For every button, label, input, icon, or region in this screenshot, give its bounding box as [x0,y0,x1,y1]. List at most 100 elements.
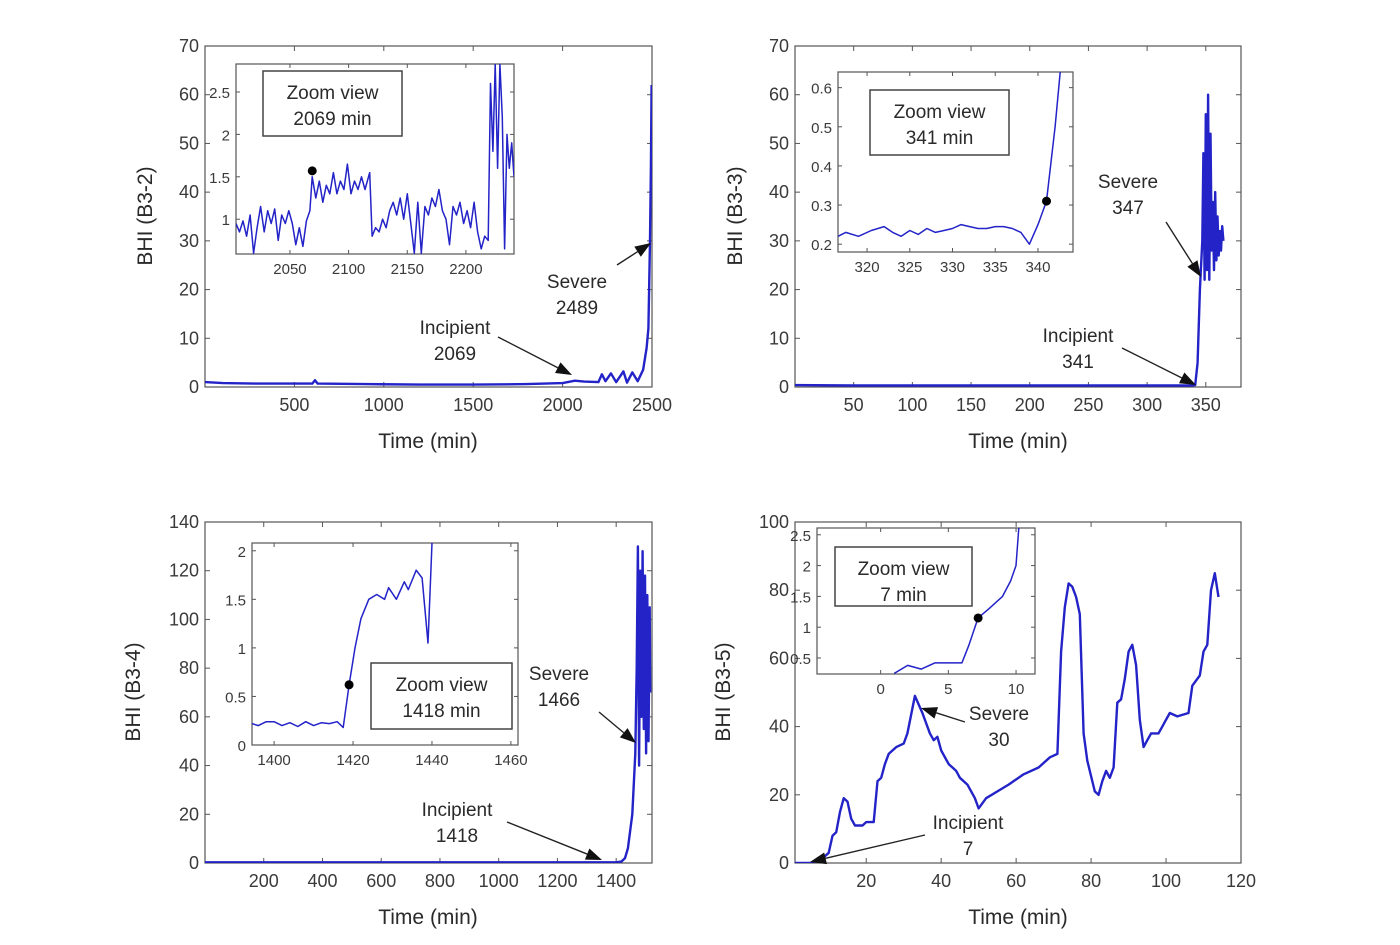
annotation-label: Severe [1098,172,1158,193]
inset-zoom-view: 0 5 10 0.5 1 1.5 2 2.5 Zoom view 7 min [790,527,1036,698]
subplot-1: 500 1000 1500 2000 2500 0 10 20 30 40 50 60 70 Time (… [134,36,672,453]
zoom-view-title: Zoom view [287,83,379,104]
zoom-view-textbox [370,662,513,730]
x-tick-label: 60 [1006,871,1026,891]
x-tick-label: 2200 [449,261,482,278]
y-axis-label: BHI (B3-4) [122,642,145,741]
arrow-head [634,243,651,257]
x-tick-label: 340 [1025,259,1050,276]
x-tick-label: 320 [855,259,880,276]
annotation-label: Severe [969,704,1029,725]
onset-marker [344,680,354,690]
y-tick-label: 0.5 [790,651,811,668]
annotation-label: Incipient [420,318,491,339]
x-tick-label: 2500 [632,395,672,415]
arrow-line [497,336,559,369]
zoom-view-title: Zoom view [858,559,950,580]
arrow-head [1187,260,1201,277]
y-tick-label: 20 [769,280,789,300]
y-tick-label: 2 [238,544,246,561]
y-tick-label: 60 [769,648,789,668]
y-tick-label: 0 [189,853,199,873]
annotation-value: 7 [963,839,974,860]
y-axis-label: BHI (B3-5) [712,642,735,741]
y-tick-label: 80 [769,580,789,600]
x-tick-label: 10 [1008,681,1025,698]
y-tick-label: 100 [759,512,789,532]
annotation-value: 2489 [556,298,598,319]
zoom-view-textbox [262,70,403,137]
x-tick-label: 400 [307,871,337,891]
x-tick-label: 325 [897,259,922,276]
series-line [205,84,652,386]
annotation-severe: Severe 1466 [529,664,636,743]
y-tick-label: 60 [179,85,199,105]
y-tick-label: 2 [803,559,811,576]
x-tick-label: 1500 [453,395,493,415]
y-tick-label: 2.5 [790,528,811,545]
y-tick-label: 0.6 [811,81,832,98]
y-tick-label: 30 [179,231,199,251]
subplot-2: 50 100 150 200 250 300 350 0 10 20 30 40 50 60 70 Time … [724,36,1242,453]
annotation-label: Severe [529,664,589,685]
x-tick-label: 1000 [364,395,404,415]
annotation-value: 347 [1112,198,1144,219]
y-tick-label: 1.5 [209,170,230,187]
x-axis-label: Time (min) [378,430,478,453]
annotation-severe: Severe 2489 [547,243,651,319]
y-tick-label: 100 [169,609,199,629]
arrow-head [1179,372,1196,385]
series-line [795,572,1220,863]
y-tick-label: 0 [779,377,789,397]
x-tick-label: 20 [856,871,876,891]
x-tick-label: 1400 [596,871,636,891]
zoom-view-title: Zoom view [894,102,986,123]
y-tick-label: 0 [779,853,789,873]
y-tick-label: 80 [179,658,199,678]
x-tick-label: 600 [366,871,396,891]
annotation-label: Incipient [422,800,493,821]
y-tick-label: 10 [769,328,789,348]
y-tick-label: 0.4 [811,159,832,176]
inset-zoom-view: 1400 1420 1440 1460 0 0.5 1 1.5 2 Zoom view 1418 m… [225,542,528,769]
annotation-severe: Severe 30 [921,704,1029,751]
y-tick-label: 50 [179,133,199,153]
x-tick-label: 350 [1191,395,1221,415]
inset-series-line [838,72,1061,245]
x-tick-label: 2000 [543,395,583,415]
annotation-label: Incipient [1043,326,1114,347]
arrow-line [825,834,926,860]
arrow-line [616,251,638,266]
y-tick-label: 50 [769,133,789,153]
x-tick-label: 150 [956,395,986,415]
x-tick-label: 200 [249,871,279,891]
annotation-value: 2069 [434,344,476,365]
x-tick-label: 300 [1132,395,1162,415]
y-tick-label: 40 [769,717,789,737]
annotation-label: Severe [547,272,607,293]
y-tick-label: 140 [169,512,199,532]
y-tick-label: 0.5 [225,689,246,706]
x-tick-label: 2050 [273,261,306,278]
y-tick-label: 0.3 [811,198,832,215]
y-tick-label: 0.2 [811,237,832,254]
y-tick-label: 0.5 [811,120,832,137]
y-tick-label: 1.5 [225,592,246,609]
y-tick-label: 30 [769,231,789,251]
annotation-label: Incipient [933,813,1004,834]
y-tick-label: 20 [179,280,199,300]
x-axis-label: Time (min) [378,906,478,929]
x-tick-label: 1420 [336,752,369,769]
x-tick-label: 40 [931,871,951,891]
onset-marker [1042,196,1052,206]
arrow-head [555,362,572,375]
x-tick-label: 1000 [479,871,519,891]
x-axis-label: Time (min) [968,430,1068,453]
annotation-value: 1418 [436,826,478,847]
series-line [205,545,652,863]
arrow-line [936,712,966,723]
arrow-line [1121,347,1183,379]
x-tick-label: 2150 [391,261,424,278]
y-tick-label: 20 [179,804,199,824]
